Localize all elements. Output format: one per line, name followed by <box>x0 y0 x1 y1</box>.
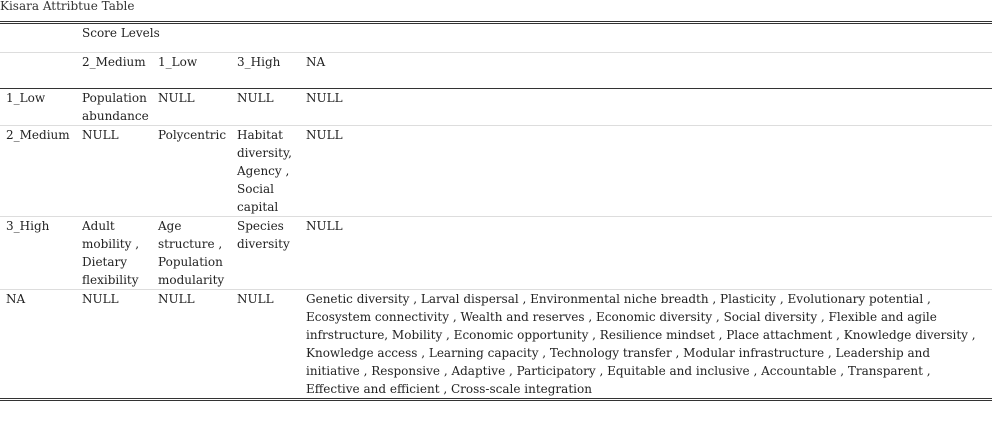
score-levels-group-header: Score Levels <box>82 26 160 40</box>
row-label: 1_Low <box>6 91 46 105</box>
attribute-table: Score Levels 2_Medium 1_Low 3_High NA 1_… <box>0 21 992 401</box>
column-header-3-high: 3_High <box>237 55 281 69</box>
column-header-row-label <box>0 53 76 89</box>
table-cell: NULL <box>158 91 195 105</box>
table-cell: Species diversity <box>237 219 290 251</box>
column-header-na: NA <box>306 55 326 69</box>
table-cell: NULL <box>237 292 274 306</box>
table-row: 3_High Adult mobility , Dietary flexibil… <box>0 217 992 290</box>
row-label: 3_High <box>6 219 50 233</box>
table-cell: NULL <box>306 219 343 233</box>
row-label: 2_Medium <box>6 128 70 142</box>
table-cell: Genetic diversity , Larval dispersal , E… <box>306 292 976 396</box>
table-cell: NULL <box>237 91 274 105</box>
table-cell: NULL <box>306 91 343 105</box>
table-cell: Population abundance <box>82 91 149 123</box>
table-cell: NULL <box>158 292 195 306</box>
table-cell: NULL <box>82 128 119 142</box>
table-row: 2_Medium NULL Polycentric Habitat divers… <box>0 126 992 217</box>
table-row: NA NULL NULL NULL Genetic diversity , La… <box>0 290 992 400</box>
row-label: NA <box>6 292 26 306</box>
table-cell: Polycentric <box>158 128 227 142</box>
column-header-row: 2_Medium 1_Low 3_High NA <box>0 53 992 89</box>
header-spacer <box>0 23 76 53</box>
column-header-2-medium: 2_Medium <box>82 55 146 69</box>
header-group-row: Score Levels <box>0 23 992 53</box>
table-caption: Kisara Attribtue Table <box>0 0 135 13</box>
table-cell: Age structure , Population modularity <box>158 219 225 287</box>
table-row: 1_Low Population abundance NULL NULL NUL… <box>0 89 992 126</box>
table-cell: Adult mobility , Dietary flexibility <box>82 219 140 287</box>
table-cell: Habitat diversity, Agency , Social capit… <box>237 128 292 214</box>
table-cell: NULL <box>306 128 343 142</box>
column-header-1-low: 1_Low <box>158 55 198 69</box>
table-cell: NULL <box>82 292 119 306</box>
